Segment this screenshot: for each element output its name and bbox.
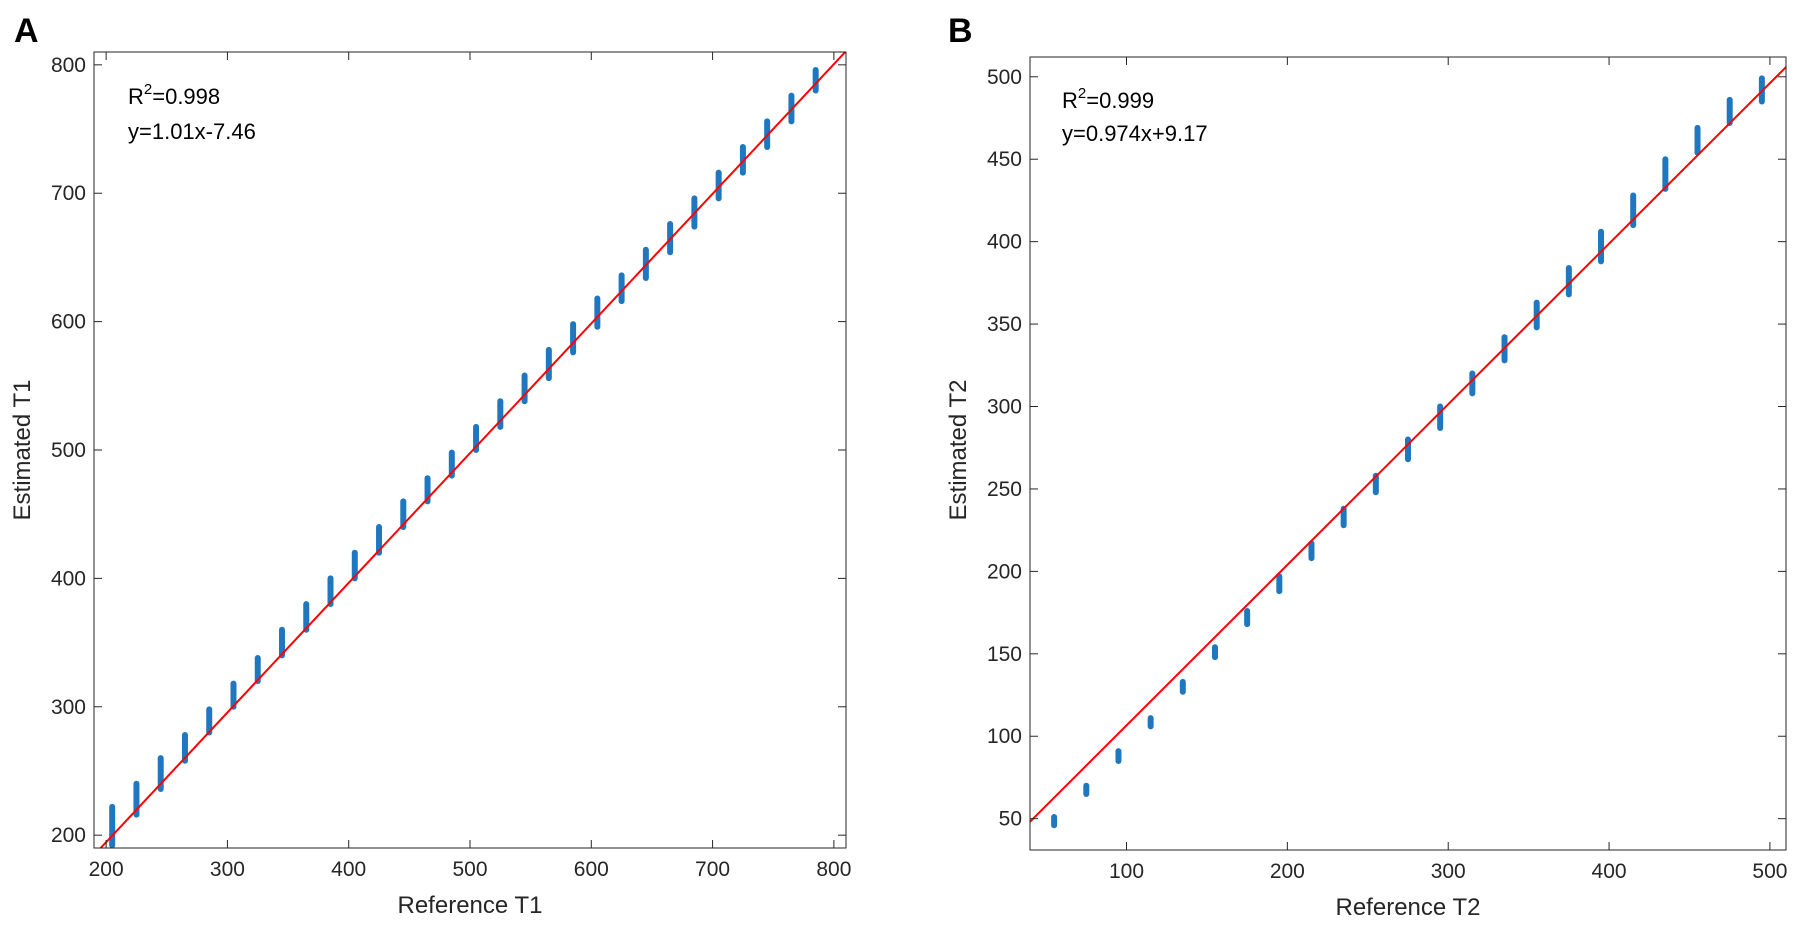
r2-annotation-b: R2=0.999 (1062, 85, 1154, 113)
r2-annotation-a: R2=0.998 (128, 81, 220, 109)
y-tick-label-b-450: 450 (987, 148, 1022, 171)
y-tick-label-b-100: 100 (987, 725, 1022, 748)
y-tick-label-b-400: 400 (987, 231, 1022, 254)
x-tick-label-a-800: 800 (816, 858, 851, 881)
panel-a: A 200 300 400 500 600 700 800 200 300 400 500 600 70… (9, 12, 851, 919)
panel-letter-b: B (948, 12, 973, 50)
x-tick-label-a-200: 200 (89, 858, 124, 881)
y-tick-label-b-350: 350 (987, 313, 1022, 336)
y-tick-label-b-250: 250 (987, 478, 1022, 501)
y-tick-label-a-300: 300 (51, 696, 86, 719)
fit-line-b (1030, 66, 1786, 823)
x-tick-label-b-100: 100 (1109, 860, 1144, 883)
y-tick-label-a-800: 800 (51, 54, 86, 77)
x-tick-label-b-300: 300 (1431, 860, 1466, 883)
panel-b: B 100 200 300 400 500 50 100 150 200 250 300 350 400… (945, 12, 1787, 921)
x-tick-label-a-600: 600 (574, 858, 609, 881)
y-tick-label-a-400: 400 (51, 567, 86, 590)
x-axis-label-a: Reference T1 (398, 892, 543, 919)
x-tick-label-b-200: 200 (1270, 860, 1305, 883)
x-tick-label-b-400: 400 (1592, 860, 1627, 883)
x-tick-label-a-400: 400 (331, 858, 366, 881)
y-tick-label-b-200: 200 (987, 560, 1022, 583)
y-tick-label-b-150: 150 (987, 643, 1022, 666)
axes-box-b (1029, 56, 1787, 851)
y-tick-label-a-600: 600 (51, 311, 86, 334)
y-tick-label-a-200: 200 (51, 824, 86, 847)
axes-box-a (93, 51, 847, 849)
y-tick-label-a-700: 700 (51, 182, 86, 205)
equation-annotation-a: y=1.01x-7.46 (128, 119, 256, 144)
y-tick-label-b-500: 500 (987, 66, 1022, 89)
x-tick-label-a-500: 500 (452, 858, 487, 881)
y-tick-label-b-50: 50 (999, 808, 1022, 831)
fit-line-a (99, 52, 846, 848)
x-tick-label-a-300: 300 (210, 858, 245, 881)
x-tick-label-a-700: 700 (695, 858, 730, 881)
panel-letter-a: A (14, 12, 39, 50)
equation-annotation-b: y=0.974x+9.17 (1062, 121, 1208, 146)
y-tick-label-a-500: 500 (51, 439, 86, 462)
y-tick-label-b-300: 300 (987, 396, 1022, 419)
x-tick-label-b-500: 500 (1752, 860, 1787, 883)
x-axis-label-b: Reference T2 (1336, 894, 1481, 921)
y-axis-label-a: Estimated T1 (9, 380, 36, 521)
y-axis-label-b: Estimated T2 (945, 380, 972, 521)
